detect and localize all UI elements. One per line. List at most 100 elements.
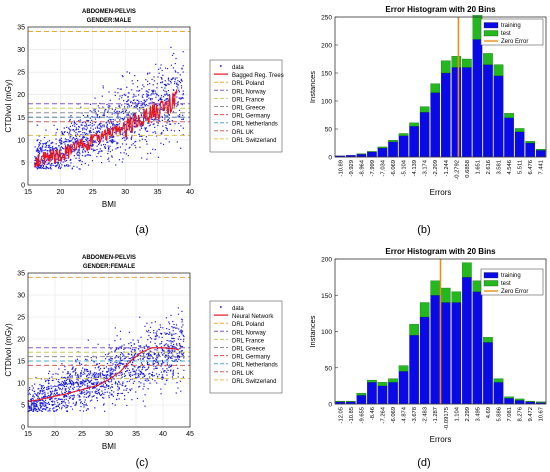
data-point [114,364,116,366]
data-point [41,393,43,395]
data-point [139,355,142,357]
data-point [162,108,164,110]
data-point [75,361,77,363]
data-point [107,387,110,390]
data-point [132,99,135,102]
data-point [161,78,163,80]
data-point [128,104,130,106]
data-point [96,363,98,365]
data-point [139,108,141,110]
data-point [83,383,85,385]
data-point [30,408,32,410]
data-point [99,374,101,376]
data-point [89,103,92,105]
x-tick-label: 3.581 [497,160,503,175]
data-point [110,136,112,139]
data-point [87,374,89,376]
data-point [104,382,107,385]
data-point [75,359,77,361]
data-point [148,97,150,99]
data-point [47,141,49,143]
data-point [143,352,145,354]
data-point [126,103,128,105]
data-point [78,375,80,377]
data-point [161,340,163,343]
data-point [165,84,167,87]
legend-label: Zero Error [501,39,528,45]
data-point [97,367,99,369]
data-point [150,99,152,101]
data-point [155,365,157,368]
data-point [55,378,58,380]
data-point [78,157,80,159]
data-point [176,353,178,355]
data-point [97,381,99,383]
data-point [94,127,97,129]
data-point [147,73,149,75]
data-point [57,384,59,386]
data-point [168,321,170,323]
x-tick-label: -8.46 [370,407,376,420]
data-point [98,393,101,395]
data-point [149,152,152,154]
data-point [124,94,126,96]
data-point [37,151,39,153]
data-point [65,382,67,385]
data-point [106,123,109,126]
legend-label-drl: DRL Greece [232,347,266,353]
data-point [51,400,53,403]
data-point [68,396,70,398]
data-point [41,148,43,150]
data-point [89,110,91,112]
data-point [171,337,173,339]
data-point [98,107,100,109]
data-point [175,57,177,60]
data-point [83,368,86,370]
data-point [161,69,163,72]
data-point [97,343,99,345]
data-point [120,347,122,349]
data-point [104,388,106,391]
data-point [76,166,78,168]
data-point [153,76,155,78]
data-point [109,99,111,101]
data-point [64,402,67,404]
data-point [110,394,112,396]
data-point [169,356,172,358]
data-point [122,119,124,121]
data-point [159,82,162,84]
legend-item-drl: DRL France [214,97,265,103]
data-point [78,120,80,122]
data-point [123,375,126,378]
data-point [149,372,151,375]
test-bar [535,401,546,403]
data-point [64,382,67,384]
data-point [129,361,132,363]
data-point [53,148,56,150]
data-point [94,110,96,113]
data-point [33,408,36,410]
y-tick-label: 5 [21,160,25,167]
data-point [56,405,58,407]
data-point [170,342,172,344]
data-point [141,95,143,97]
data-point [158,95,160,97]
data-point [119,126,121,129]
data-point [147,122,149,124]
data-point [129,357,131,360]
data-point [110,381,112,383]
data-point [117,142,119,144]
x-tick-label: 25 [78,431,86,438]
data-point [119,383,121,385]
data-point [96,132,98,134]
data-point [31,402,34,404]
data-point [123,363,125,365]
data-point [112,368,114,370]
data-point [110,374,112,376]
data-point [78,142,80,144]
data-point [35,410,37,412]
data-point [137,366,140,368]
data-point [166,339,168,342]
data-point [69,125,71,128]
data-point [69,140,71,142]
